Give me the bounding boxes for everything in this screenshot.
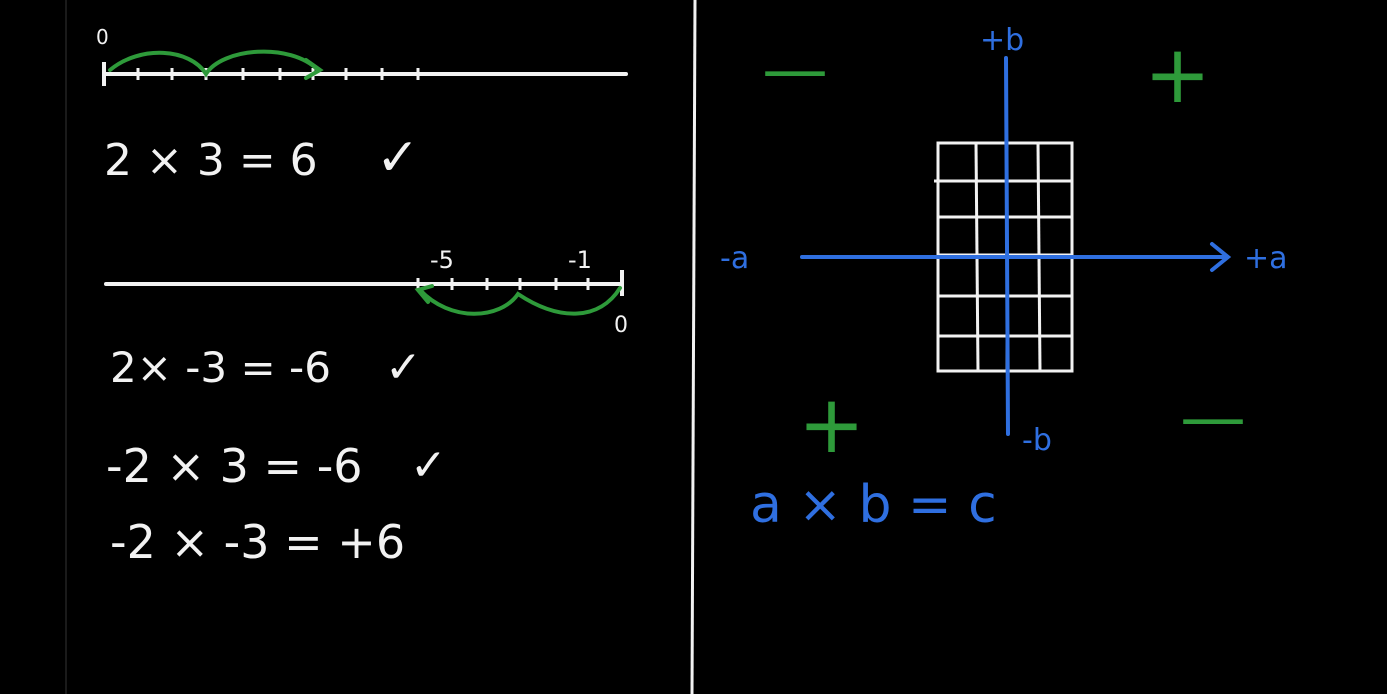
check-mark-1: ✓	[376, 128, 420, 188]
check-mark-2: ✓	[385, 342, 422, 393]
quadrant-sign-bottom-right: —	[1180, 379, 1246, 456]
axis-label-neg-b: -b	[1022, 423, 1052, 458]
quadrant-sign-top-right: +	[1144, 28, 1211, 121]
quadrant-sign-top-left: —	[762, 31, 828, 108]
check-mark-3: ✓	[410, 440, 447, 491]
axis-label-neg-a: -a	[720, 241, 749, 276]
quadrant-sign-bottom-left: +	[798, 378, 865, 471]
bottom-line-label-neg1: -1	[568, 246, 592, 274]
axis-label-pos-a: +a	[1244, 241, 1288, 276]
axis-label-pos-b: +b	[980, 23, 1024, 58]
bottom-line-zero-label: 0	[614, 313, 628, 338]
jump-arc-bottom	[418, 286, 622, 316]
coordinate-axes	[800, 56, 1232, 436]
formula: a × b = c	[750, 475, 997, 535]
bottom-line-label-neg5: -5	[430, 246, 454, 274]
jump-arc-top	[108, 49, 320, 78]
top-line-zero-label: 0	[96, 25, 109, 49]
axis-arrowhead	[1210, 242, 1232, 272]
equation-4: -2 × -3 = +6	[110, 515, 405, 569]
vertical-axis	[1004, 56, 1010, 436]
panel-divider	[690, 0, 697, 694]
number-line-top	[102, 49, 628, 86]
number-line-bottom	[104, 270, 624, 316]
equation-1: 2 × 3 = 6	[104, 135, 318, 186]
equation-3: -2 × 3 = -6	[106, 439, 363, 493]
equation-2: 2× -3 = -6	[110, 343, 331, 392]
